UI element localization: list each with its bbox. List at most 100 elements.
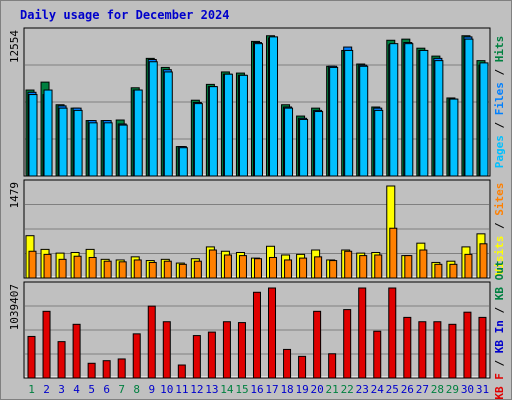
day-label-22: 22 bbox=[341, 383, 354, 396]
day-label-16: 16 bbox=[250, 383, 263, 396]
legend-entry-visits-2: Sites bbox=[493, 183, 506, 223]
y-max-label-hits: 12554 bbox=[8, 30, 21, 63]
bar-kbf-17 bbox=[268, 287, 277, 379]
bar-files-26 bbox=[404, 43, 414, 177]
bar-kbf-9 bbox=[147, 305, 156, 379]
bar-files-23 bbox=[359, 65, 369, 177]
bar-files-13 bbox=[208, 86, 218, 177]
bar-sites-27 bbox=[419, 249, 428, 279]
bar-files-20 bbox=[314, 111, 324, 177]
bar-files-2 bbox=[43, 89, 53, 177]
bar-kbf-21 bbox=[328, 353, 337, 379]
day-label-27: 27 bbox=[416, 383, 429, 396]
bar-sites-28 bbox=[434, 263, 443, 279]
bar-files-11 bbox=[178, 147, 188, 177]
bar-files-25 bbox=[389, 43, 399, 177]
bar-sites-20 bbox=[314, 256, 323, 279]
day-label-13: 13 bbox=[205, 383, 218, 396]
legend-entry-kbytes-1: / bbox=[493, 359, 506, 373]
bar-kbf-20 bbox=[313, 310, 322, 379]
bar-files-17 bbox=[269, 36, 279, 177]
bar-files-8 bbox=[133, 89, 143, 177]
bar-kbf-7 bbox=[117, 358, 126, 379]
day-label-20: 20 bbox=[311, 383, 324, 396]
legend-entry-kbytes-2: KB In bbox=[493, 320, 506, 360]
day-label-9: 9 bbox=[148, 383, 155, 396]
legend-entry-kbytes-3: / bbox=[493, 306, 506, 320]
bar-files-9 bbox=[148, 61, 158, 177]
bar-files-24 bbox=[374, 109, 384, 177]
bar-files-3 bbox=[58, 107, 68, 177]
bar-files-29 bbox=[449, 98, 459, 177]
day-label-12: 12 bbox=[190, 383, 203, 396]
bar-files-5 bbox=[88, 122, 98, 177]
bar-kbf-16 bbox=[252, 291, 261, 379]
bar-sites-3 bbox=[58, 258, 67, 279]
bar-kbf-24 bbox=[373, 330, 382, 379]
day-label-6: 6 bbox=[103, 383, 110, 396]
bar-sites-8 bbox=[133, 259, 142, 279]
bar-sites-22 bbox=[344, 250, 353, 279]
legend-hits: Pages / Files / Hits bbox=[493, 36, 506, 169]
bar-files-16 bbox=[253, 43, 263, 177]
legend-entry-hits-0: Pages bbox=[493, 135, 506, 168]
bar-kbf-2 bbox=[42, 310, 51, 379]
bar-files-28 bbox=[434, 60, 444, 177]
bar-kbf-25 bbox=[388, 287, 397, 379]
bar-kbf-26 bbox=[403, 316, 412, 379]
day-label-10: 10 bbox=[160, 383, 173, 396]
bar-sites-14 bbox=[223, 254, 232, 279]
bar-kbf-11 bbox=[177, 364, 186, 379]
legend-kbytes: KB F / KB In / KB Out bbox=[493, 260, 506, 399]
bar-sites-4 bbox=[73, 255, 82, 279]
bar-sites-12 bbox=[193, 260, 202, 279]
bar-kbf-13 bbox=[207, 331, 216, 379]
day-label-26: 26 bbox=[401, 383, 414, 396]
bar-files-31 bbox=[479, 62, 489, 177]
day-label-25: 25 bbox=[386, 383, 399, 396]
bar-sites-16 bbox=[253, 258, 262, 279]
legend-entry-kbytes-0: KB F bbox=[493, 373, 506, 400]
bar-kbf-30 bbox=[463, 311, 472, 379]
bar-sites-24 bbox=[374, 254, 383, 279]
day-label-19: 19 bbox=[295, 383, 308, 396]
legend-visits: Visits / Sites bbox=[493, 183, 506, 276]
bar-files-4 bbox=[73, 109, 83, 177]
day-label-31: 31 bbox=[476, 383, 489, 396]
chart-title: Daily usage for December 2024 bbox=[20, 8, 230, 22]
bar-files-21 bbox=[329, 66, 339, 177]
bar-sites-5 bbox=[88, 256, 97, 279]
bar-sites-25 bbox=[389, 227, 398, 279]
day-label-11: 11 bbox=[175, 383, 188, 396]
bar-files-30 bbox=[464, 38, 474, 177]
bar-sites-30 bbox=[464, 253, 473, 279]
bar-sites-31 bbox=[479, 243, 488, 279]
bar-kbf-19 bbox=[298, 355, 307, 379]
bar-files-22 bbox=[344, 49, 354, 177]
bar-kbf-1 bbox=[27, 335, 36, 379]
day-label-17: 17 bbox=[265, 383, 278, 396]
bar-files-1 bbox=[28, 94, 38, 177]
day-label-23: 23 bbox=[356, 383, 369, 396]
day-label-14: 14 bbox=[220, 383, 234, 396]
bar-sites-13 bbox=[208, 249, 217, 279]
bar-files-7 bbox=[118, 124, 128, 177]
bar-sites-23 bbox=[359, 255, 368, 279]
bar-kbf-3 bbox=[57, 341, 66, 379]
day-label-29: 29 bbox=[446, 383, 459, 396]
bar-sites-15 bbox=[238, 255, 247, 279]
bar-sites-17 bbox=[269, 256, 278, 279]
legend-entry-visits-0: Visits bbox=[493, 236, 506, 276]
bar-kbf-10 bbox=[162, 321, 171, 379]
bar-kbf-5 bbox=[87, 362, 96, 379]
bar-kbf-28 bbox=[433, 321, 442, 379]
bar-sites-9 bbox=[148, 261, 157, 279]
bar-kbf-8 bbox=[132, 333, 141, 379]
bar-files-15 bbox=[238, 74, 248, 177]
day-label-28: 28 bbox=[431, 383, 444, 396]
bar-sites-26 bbox=[404, 255, 413, 279]
bar-sites-21 bbox=[329, 260, 338, 279]
bar-kbf-29 bbox=[448, 323, 457, 379]
day-label-24: 24 bbox=[371, 383, 385, 396]
bar-sites-10 bbox=[163, 260, 172, 279]
